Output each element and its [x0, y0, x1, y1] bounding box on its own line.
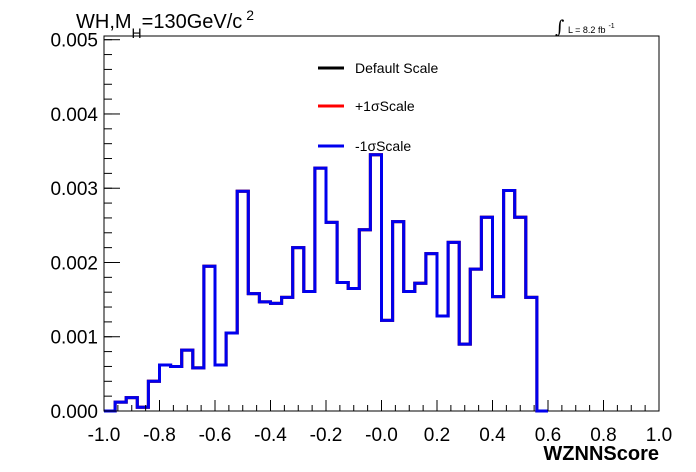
- lumi-label: L = 8.2 fb -1: [568, 23, 615, 35]
- lumi-sup: -1: [608, 23, 614, 30]
- x-tick-label: -0.4: [254, 425, 287, 446]
- y-tick-label: 0.001: [50, 328, 98, 349]
- chart-title-sup: 2: [246, 7, 254, 23]
- legend-label: Default Scale: [355, 60, 438, 76]
- x-tick-label: -0.8: [143, 425, 176, 446]
- y-tick-label: 0.005: [50, 31, 98, 52]
- legend: Default Scale +1σScale -1σScale: [318, 60, 438, 154]
- y-tick-label: 0.000: [50, 402, 98, 423]
- series-line-2: [104, 153, 548, 413]
- x-axis: -1.0 -0.8 -0.6 -0.4 -0.2 -0.0 0.2 0.4 0.6 0.8 1.0: [88, 400, 672, 446]
- x-tick-label: -1.0: [88, 425, 121, 446]
- x-tick-label: 0.6: [535, 425, 561, 446]
- lumi-integral: ∫: [555, 17, 565, 38]
- x-tick-label: -0.6: [199, 425, 232, 446]
- x-tick-label: -0.0: [365, 425, 398, 446]
- legend-label: -1σScale: [355, 138, 411, 154]
- chart-title: WH,MH=130GeV/c 2: [76, 7, 254, 41]
- x-tick-label: 0.8: [590, 425, 616, 446]
- y-tick-label: 0.003: [50, 179, 98, 200]
- chart-title-sub: H: [132, 25, 142, 41]
- x-tick-label: 0.4: [479, 425, 506, 446]
- curves: [104, 153, 548, 413]
- y-tick-label: 0.002: [50, 253, 98, 274]
- x-tick-label: -0.2: [310, 425, 343, 446]
- x-tick-label: 1.0: [646, 425, 672, 446]
- y-axis: 0.000 0.001 0.002 0.003 0.004 0.005: [50, 31, 120, 423]
- x-tick-label: 0.2: [424, 425, 450, 446]
- y-tick-label: 0.004: [50, 105, 98, 126]
- legend-label: +1σScale: [355, 98, 415, 114]
- chart-title-rest: =130GeV/c: [142, 11, 243, 33]
- x-axis-label: WZNNScore: [543, 443, 659, 465]
